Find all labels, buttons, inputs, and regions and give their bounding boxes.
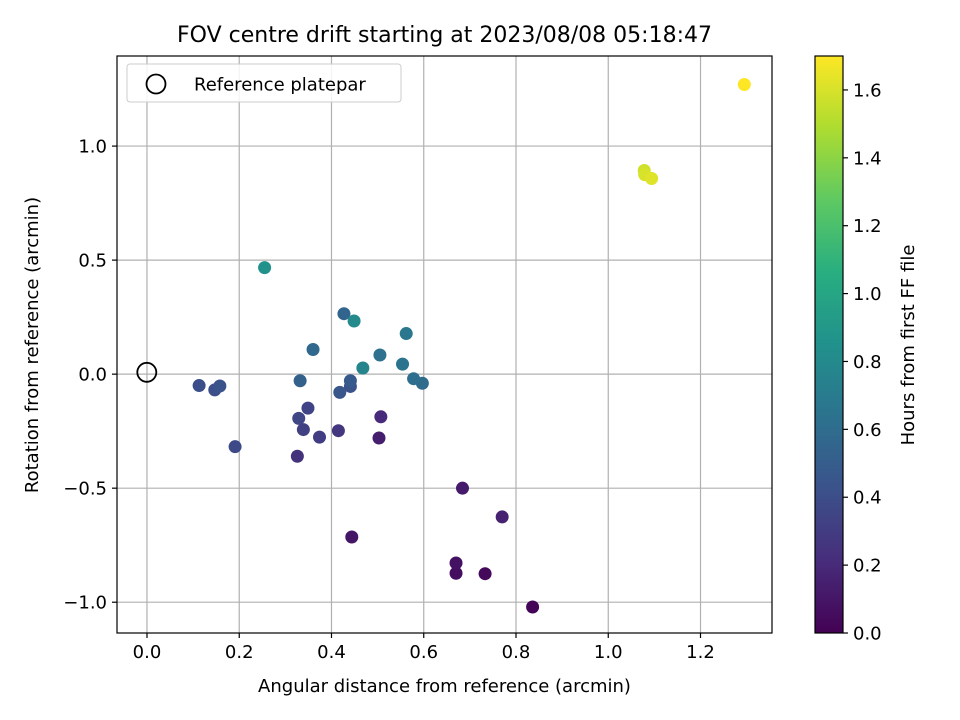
colorbar-label: Hours from first FF file bbox=[898, 245, 919, 446]
data-point bbox=[495, 510, 509, 524]
x-axis-label: Angular distance from reference (arcmin) bbox=[258, 676, 631, 697]
y-axis: −1.0 −0.5 0.0 0.5 1.0 bbox=[63, 137, 117, 614]
data-point bbox=[337, 307, 351, 321]
data-point bbox=[374, 410, 388, 424]
y-tick-label: 0.0 bbox=[78, 365, 107, 386]
colorbar-tick-label: 1.2 bbox=[853, 216, 882, 237]
colorbar-ticks: 0.0 0.2 0.4 0.6 0.8 1.0 1.2 1.4 1.6 bbox=[843, 80, 882, 645]
colorbar-tick-label: 0.4 bbox=[853, 488, 882, 509]
colorbar-tick-label: 0.2 bbox=[853, 556, 882, 577]
y-tick-label: −1.0 bbox=[63, 593, 107, 614]
data-point bbox=[478, 567, 492, 581]
y-tick-label: 0.5 bbox=[78, 251, 107, 272]
y-axis-label: Rotation from reference (arcmin) bbox=[22, 197, 43, 493]
colorbar-tick-label: 1.6 bbox=[853, 80, 882, 101]
data-point bbox=[737, 78, 751, 92]
colorbar: 0.0 0.2 0.4 0.6 0.8 1.0 1.2 1.4 1.6 Hours from f… bbox=[814, 55, 919, 645]
x-tick-label: 1.2 bbox=[686, 642, 715, 663]
plot-area: 0.0 0.2 0.4 0.6 0.8 1.0 1.2 −1.0 −0.5 0.0 0.5 1.0 bbox=[63, 55, 773, 663]
data-point bbox=[296, 423, 310, 437]
colorbar-tick-label: 1.0 bbox=[853, 284, 882, 305]
scatter-points bbox=[192, 78, 751, 614]
data-point bbox=[292, 411, 306, 425]
colorbar-tick-label: 0.8 bbox=[853, 352, 882, 373]
grid bbox=[117, 56, 772, 633]
plot-frame bbox=[116, 55, 773, 634]
x-tick-label: 1.0 bbox=[594, 642, 623, 663]
data-point bbox=[258, 261, 272, 275]
legend-label-reference-platepar: Reference platepar bbox=[194, 75, 366, 96]
colorbar-tick-label: 0.0 bbox=[853, 624, 882, 645]
data-point bbox=[372, 431, 386, 445]
colorbar-gradient bbox=[815, 56, 843, 633]
data-point bbox=[373, 348, 387, 362]
data-point bbox=[228, 440, 242, 454]
data-point bbox=[312, 430, 326, 444]
legend: Reference platepar bbox=[126, 63, 402, 103]
data-point bbox=[192, 379, 206, 393]
reference-platepar-marker bbox=[136, 361, 158, 383]
data-point bbox=[455, 481, 469, 495]
data-point bbox=[407, 372, 421, 386]
legend-open-circle-icon bbox=[145, 73, 167, 95]
x-tick-label: 0.6 bbox=[409, 642, 438, 663]
colorbar-tick-label: 0.6 bbox=[853, 420, 882, 441]
data-point bbox=[343, 374, 357, 388]
data-point bbox=[449, 556, 463, 570]
x-tick-label: 0.4 bbox=[317, 642, 346, 663]
data-point bbox=[333, 385, 347, 399]
data-point bbox=[306, 343, 320, 357]
data-point bbox=[645, 171, 659, 185]
y-tick-label: −0.5 bbox=[63, 479, 107, 500]
data-point bbox=[399, 327, 413, 341]
data-point bbox=[345, 530, 359, 544]
x-tick-label: 0.2 bbox=[225, 642, 254, 663]
data-point bbox=[347, 314, 361, 328]
data-point bbox=[293, 374, 307, 388]
data-point bbox=[526, 600, 540, 614]
x-tick-label: 0.8 bbox=[502, 642, 531, 663]
x-axis: 0.0 0.2 0.4 0.6 0.8 1.0 1.2 bbox=[133, 633, 715, 663]
data-point bbox=[213, 379, 227, 393]
data-point bbox=[331, 424, 345, 438]
legend-box bbox=[126, 63, 402, 103]
x-tick-label: 0.0 bbox=[133, 642, 162, 663]
colorbar-frame bbox=[814, 55, 844, 634]
data-point bbox=[356, 361, 370, 375]
data-point bbox=[301, 401, 315, 415]
data-point bbox=[290, 449, 304, 463]
chart-title: FOV centre drift starting at 2023/08/08 … bbox=[177, 23, 712, 48]
y-tick-label: 1.0 bbox=[78, 137, 107, 158]
colorbar-tick-label: 1.4 bbox=[853, 148, 882, 169]
data-point bbox=[449, 566, 463, 580]
data-point bbox=[396, 357, 410, 371]
